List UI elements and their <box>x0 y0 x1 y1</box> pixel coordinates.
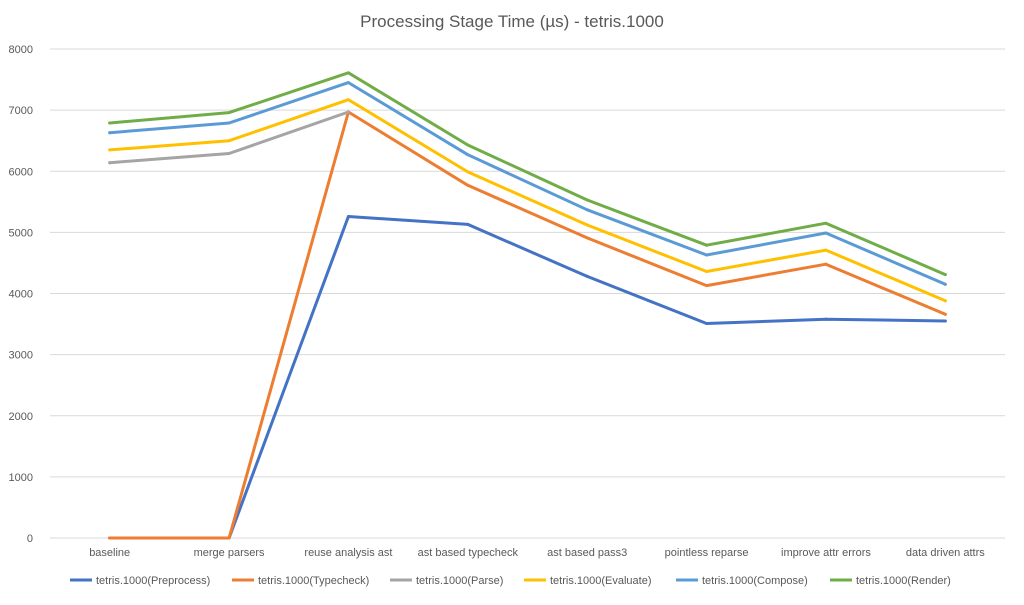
data-point <box>346 71 350 75</box>
data-point <box>346 110 350 114</box>
legend-label: tetris.1000(Parse) <box>416 575 503 587</box>
data-point <box>108 536 112 540</box>
y-tick-label: 8000 <box>9 44 33 56</box>
y-tick-label: 4000 <box>9 289 33 301</box>
series-line <box>108 98 947 303</box>
data-point <box>943 282 947 286</box>
x-tick-label: improve attr errors <box>781 547 871 559</box>
data-point <box>227 152 231 156</box>
data-point <box>227 139 231 143</box>
data-point <box>943 299 947 303</box>
data-point <box>227 121 231 125</box>
data-point <box>943 312 947 316</box>
x-axis: baseline merge parsers reuse analysis ast a… <box>89 547 985 559</box>
legend-label: tetris.1000(Compose) <box>702 575 808 587</box>
data-point <box>227 536 231 540</box>
gridlines <box>50 48 1005 539</box>
data-point <box>824 262 828 266</box>
series-line <box>108 215 947 540</box>
data-point <box>108 161 112 165</box>
data-point <box>824 231 828 235</box>
data-point <box>705 269 709 273</box>
data-point <box>824 248 828 252</box>
y-tick-label: 5000 <box>9 227 33 239</box>
series-line <box>108 110 947 540</box>
data-point <box>108 148 112 152</box>
x-tick-label: pointless reparse <box>665 547 749 559</box>
data-point <box>705 284 709 288</box>
data-point <box>943 273 947 277</box>
data-point <box>466 143 470 147</box>
data-point <box>585 223 589 227</box>
x-tick-label: baseline <box>89 547 130 559</box>
data-point <box>108 131 112 135</box>
data-point <box>346 98 350 102</box>
data-point <box>585 208 589 212</box>
legend-label: tetris.1000(Render) <box>856 575 951 587</box>
data-point <box>227 111 231 115</box>
data-point <box>466 183 470 187</box>
data-point <box>943 319 947 323</box>
data-point <box>466 170 470 174</box>
series-line <box>108 71 947 277</box>
y-tick-label: 0 <box>27 533 33 545</box>
legend-label: tetris.1000(Typecheck) <box>258 575 369 587</box>
y-tick-label: 1000 <box>9 472 33 484</box>
legend-label: tetris.1000(Evaluate) <box>550 575 652 587</box>
data-point <box>585 198 589 202</box>
x-tick-label: merge parsers <box>194 547 265 559</box>
x-tick-label: ast based typecheck <box>418 547 519 559</box>
y-tick-label: 2000 <box>9 411 33 423</box>
series-lines <box>108 71 947 540</box>
chart-title: Processing Stage Time (µs) - tetris.1000 <box>360 12 664 31</box>
data-point <box>466 222 470 226</box>
data-point <box>346 81 350 85</box>
x-tick-label: reuse analysis ast <box>304 547 392 559</box>
y-axis: 0 1000 2000 3000 4000 5000 6000 7000 8000 <box>9 44 33 545</box>
data-point <box>346 214 350 218</box>
data-point <box>705 243 709 247</box>
legend: tetris.1000(Preprocess) tetris.1000(Typec… <box>70 575 951 587</box>
legend-label: tetris.1000(Preprocess) <box>96 575 210 587</box>
data-point <box>824 221 828 225</box>
y-tick-label: 3000 <box>9 350 33 362</box>
y-tick-label: 7000 <box>9 105 33 117</box>
data-point <box>705 253 709 257</box>
data-point <box>585 274 589 278</box>
x-tick-label: data driven attrs <box>906 547 985 559</box>
y-tick-label: 6000 <box>9 166 33 178</box>
data-point <box>466 153 470 157</box>
series-line <box>108 81 947 286</box>
data-point <box>824 317 828 321</box>
data-point <box>585 236 589 240</box>
data-point <box>705 321 709 325</box>
x-tick-label: ast based pass3 <box>547 547 627 559</box>
data-point <box>108 121 112 125</box>
